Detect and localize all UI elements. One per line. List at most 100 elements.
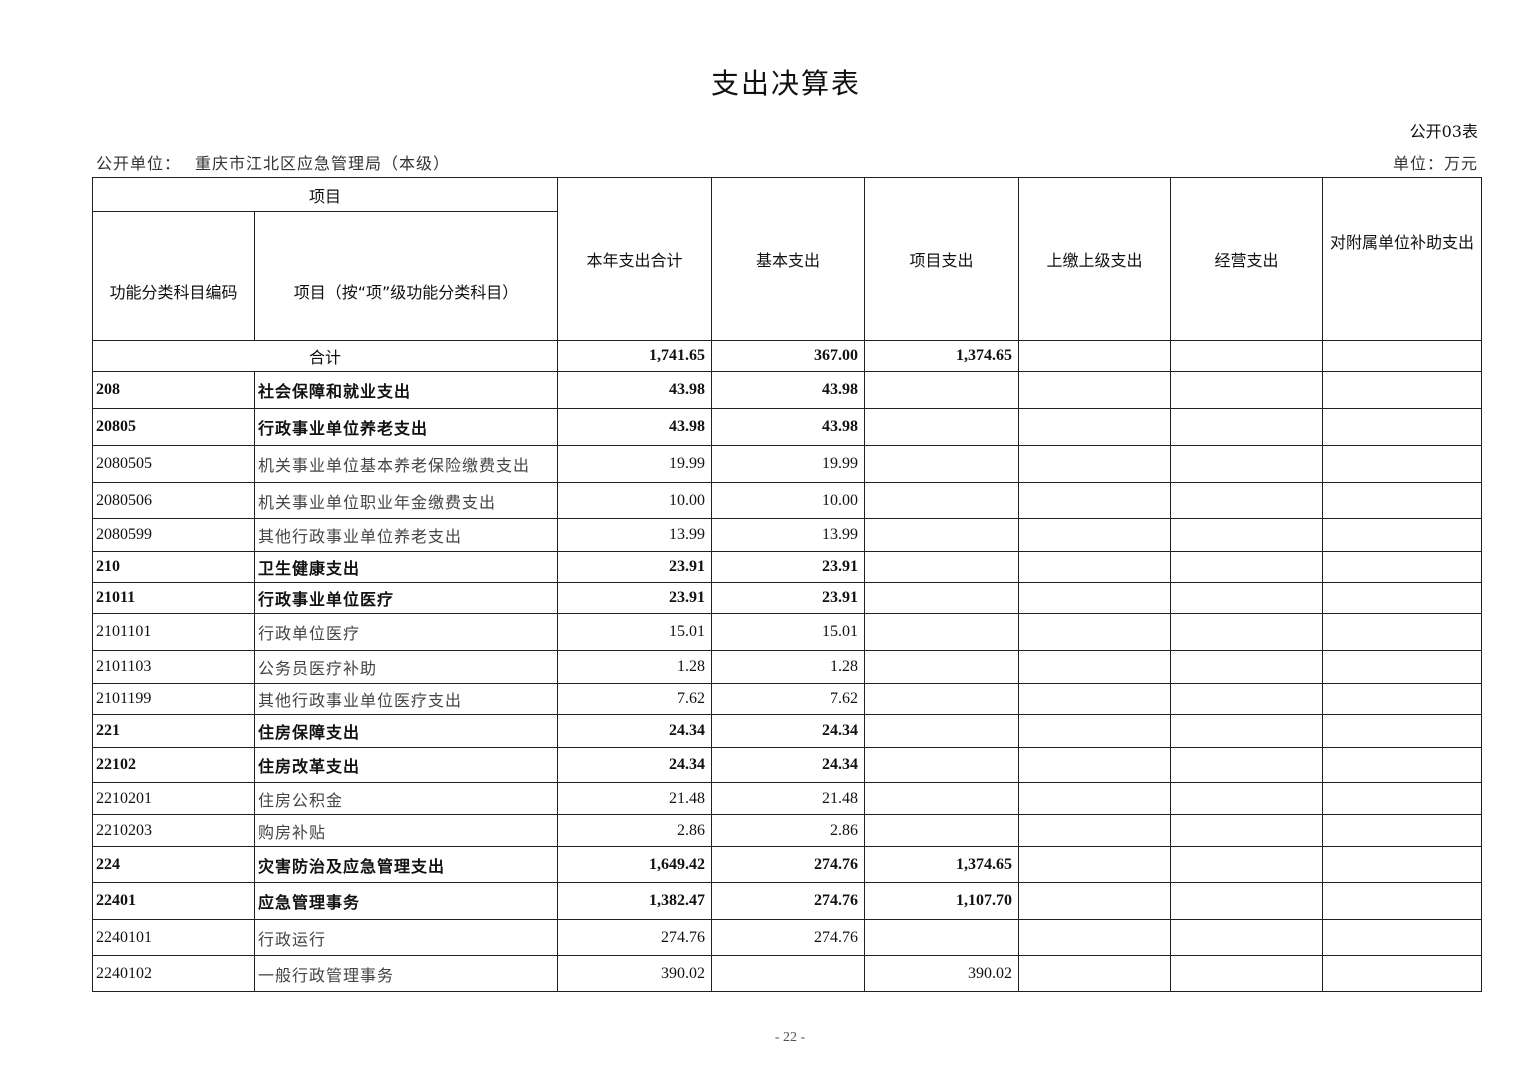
row-upper xyxy=(1018,882,1172,920)
total-row: 合计 1,741.65 367.00 1,374.65 xyxy=(91,340,1483,372)
row-total: 43.98 xyxy=(557,371,713,409)
row-name: 其他行政事业单位养老支出 xyxy=(253,518,559,552)
table-row: 2080599 其他行政事业单位养老支出 13.99 13.99 xyxy=(92,518,1483,552)
row-code: 22102 xyxy=(92,747,255,783)
row-upper xyxy=(1018,919,1172,956)
header-item: 项目 xyxy=(91,177,559,212)
row-code: 208 xyxy=(92,371,255,409)
row-upper xyxy=(1018,714,1172,748)
row-project xyxy=(864,371,1020,409)
row-code: 2080599 xyxy=(92,518,255,552)
table-row: 2210201 住房公积金 21.48 21.48 xyxy=(92,782,1483,815)
row-name: 应急管理事务 xyxy=(253,882,559,920)
row-upper xyxy=(1018,955,1172,992)
row-basic: 274.76 xyxy=(711,846,866,883)
row-name: 住房改革支出 xyxy=(253,747,559,783)
row-project xyxy=(864,747,1020,783)
total-business xyxy=(1170,340,1324,372)
row-name: 行政事业单位养老支出 xyxy=(253,408,559,446)
row-project xyxy=(864,582,1020,614)
table-row: 221 住房保障支出 24.34 24.34 xyxy=(92,714,1483,748)
total-upper xyxy=(1018,340,1172,372)
row-name: 公务员医疗补助 xyxy=(253,650,559,684)
row-upper xyxy=(1018,782,1172,815)
row-business xyxy=(1170,846,1324,883)
row-business xyxy=(1170,683,1324,715)
row-total: 1,649.42 xyxy=(557,846,713,883)
row-code: 2101103 xyxy=(92,650,255,684)
reporting-unit: 公开单位： 重庆市江北区应急管理局（本级） xyxy=(96,150,450,174)
row-total: 1.28 xyxy=(557,650,713,684)
row-business xyxy=(1170,747,1324,783)
row-business xyxy=(1170,919,1324,956)
org-label: 公开单位： xyxy=(96,154,182,173)
row-subsidy xyxy=(1322,445,1483,483)
row-business xyxy=(1170,782,1324,815)
row-code: 2210201 xyxy=(92,782,255,815)
page-title: 支出决算表 xyxy=(710,67,861,100)
row-name: 灾害防治及应急管理支出 xyxy=(253,846,559,883)
row-upper xyxy=(1018,445,1172,483)
row-name: 行政运行 xyxy=(253,919,559,956)
row-basic: 21.48 xyxy=(711,782,866,815)
row-project xyxy=(864,445,1020,483)
row-name: 社会保障和就业支出 xyxy=(253,371,559,409)
row-upper xyxy=(1018,518,1172,552)
table-row: 2101199 其他行政事业单位医疗支出 7.62 7.62 xyxy=(92,683,1483,715)
table-row: 2101101 行政单位医疗 15.01 15.01 xyxy=(92,613,1483,651)
row-name: 购房补贴 xyxy=(253,814,559,847)
header-total: 本年支出合计 xyxy=(557,177,713,341)
org-name: 重庆市江北区应急管理局（本级） xyxy=(195,154,451,173)
row-project xyxy=(864,814,1020,847)
row-subsidy xyxy=(1322,882,1483,920)
row-basic: 10.00 xyxy=(711,482,866,519)
row-basic: 23.91 xyxy=(711,551,866,583)
header-code: 功能分类科目编码 xyxy=(92,211,255,341)
row-project xyxy=(864,650,1020,684)
row-total: 10.00 xyxy=(557,482,713,519)
row-name: 机关事业单位职业年金缴费支出 xyxy=(253,482,559,519)
row-basic: 15.01 xyxy=(711,613,866,651)
row-subsidy xyxy=(1322,582,1483,614)
row-project xyxy=(864,782,1020,815)
row-subsidy xyxy=(1322,846,1483,883)
currency-unit: 单位：万元 xyxy=(1392,154,1478,173)
row-subsidy xyxy=(1322,408,1483,446)
row-subsidy xyxy=(1322,747,1483,783)
row-basic: 13.99 xyxy=(711,518,866,552)
row-upper xyxy=(1018,846,1172,883)
row-name: 住房保障支出 xyxy=(253,714,559,748)
row-business xyxy=(1170,714,1324,748)
row-total: 24.34 xyxy=(557,747,713,783)
row-upper xyxy=(1018,582,1172,614)
total-basic: 367.00 xyxy=(711,340,866,372)
row-business xyxy=(1170,882,1324,920)
row-code: 20805 xyxy=(92,408,255,446)
row-project xyxy=(864,408,1020,446)
row-upper xyxy=(1018,683,1172,715)
row-upper xyxy=(1018,408,1172,446)
row-subsidy xyxy=(1322,814,1483,847)
total-sum: 1,741.65 xyxy=(557,340,713,372)
row-subsidy xyxy=(1322,518,1483,552)
row-basic: 274.76 xyxy=(711,919,866,956)
row-upper xyxy=(1018,482,1172,519)
row-code: 2240102 xyxy=(92,955,255,992)
row-subsidy xyxy=(1322,371,1483,409)
row-project xyxy=(864,482,1020,519)
table-row: 2240102 一般行政管理事务 390.02 390.02 xyxy=(92,955,1483,992)
row-business xyxy=(1170,613,1324,651)
header-business: 经营支出 xyxy=(1170,177,1324,341)
row-subsidy xyxy=(1322,650,1483,684)
row-subsidy xyxy=(1322,482,1483,519)
table-row: 2080506 机关事业单位职业年金缴费支出 10.00 10.00 xyxy=(92,482,1483,519)
row-upper xyxy=(1018,650,1172,684)
table-row: 2240101 行政运行 274.76 274.76 xyxy=(92,919,1483,956)
row-business xyxy=(1170,371,1324,409)
row-code: 224 xyxy=(92,846,255,883)
row-project xyxy=(864,683,1020,715)
row-name: 卫生健康支出 xyxy=(253,551,559,583)
row-business xyxy=(1170,582,1324,614)
expenditure-table: 项目 本年支出合计 基本支出 项目支出 上缴上级支出 经营支出 对附属单位补助支… xyxy=(91,177,1483,992)
row-subsidy xyxy=(1322,782,1483,815)
